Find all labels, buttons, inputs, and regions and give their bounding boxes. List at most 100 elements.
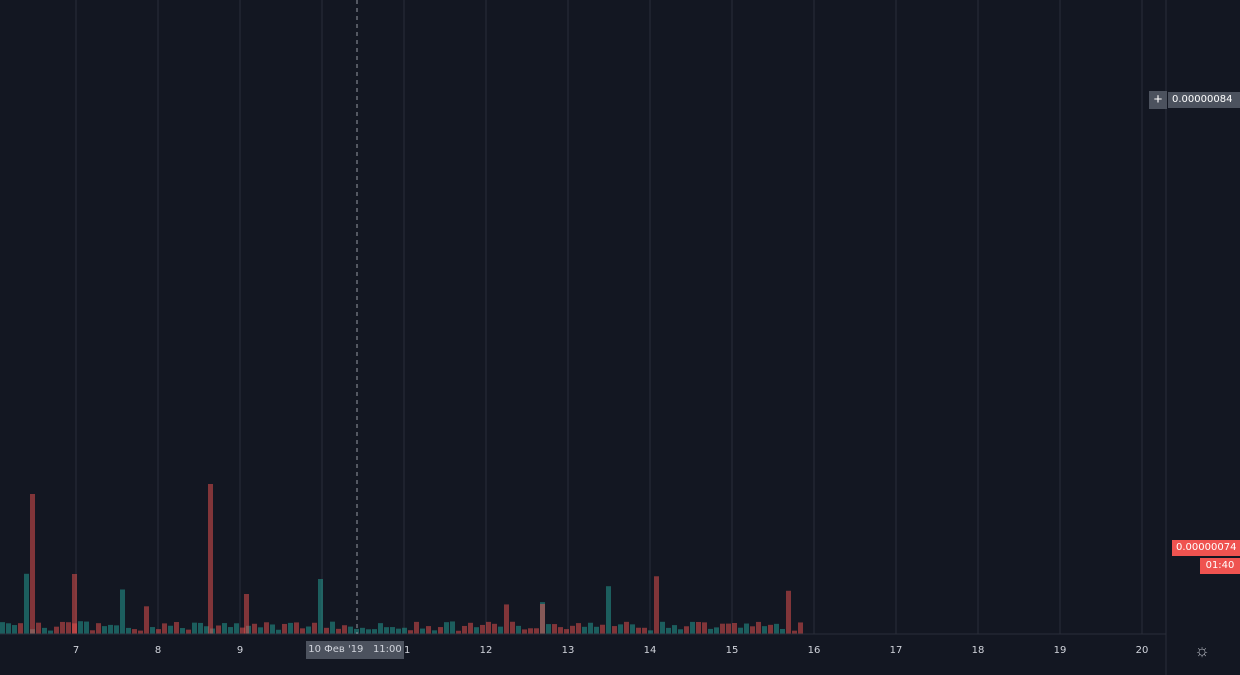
add-alert-plus-icon[interactable]: + bbox=[1149, 91, 1167, 109]
volume-bar bbox=[192, 622, 197, 634]
time-axis[interactable]: 7891011121314151617181920 bbox=[73, 645, 1149, 656]
volume-bar bbox=[546, 624, 551, 634]
time-tick-label: 18 bbox=[972, 645, 985, 656]
volume-bar bbox=[318, 579, 323, 634]
volume-bar bbox=[696, 621, 701, 634]
volume-bar bbox=[24, 573, 29, 634]
volume-bar bbox=[630, 624, 635, 634]
volume-bar bbox=[786, 590, 791, 634]
volume-bar bbox=[672, 625, 677, 634]
volume-bar bbox=[222, 623, 227, 634]
volume-bar bbox=[168, 625, 173, 634]
volume-bar bbox=[108, 624, 113, 634]
volume-bar bbox=[714, 627, 719, 634]
volume-bar bbox=[576, 623, 581, 634]
volume-bar bbox=[762, 626, 767, 634]
volume-bar bbox=[624, 621, 629, 634]
volume-bar bbox=[618, 624, 623, 634]
volume-bar bbox=[36, 622, 41, 634]
volume-bar bbox=[66, 622, 71, 634]
volume-bar bbox=[582, 626, 587, 634]
volume-bar bbox=[594, 626, 599, 634]
volume-bar bbox=[162, 623, 167, 634]
volume-bar bbox=[102, 626, 107, 634]
volume-bar bbox=[60, 621, 65, 634]
volume-bar bbox=[480, 624, 485, 634]
volume-bar bbox=[552, 624, 557, 634]
volume-bar bbox=[504, 604, 509, 634]
volume-bar-spike bbox=[540, 604, 545, 634]
volume-bars bbox=[0, 484, 803, 634]
volume-bar bbox=[666, 627, 671, 634]
volume-bar bbox=[216, 625, 221, 634]
volume-bar bbox=[204, 626, 209, 634]
volume-bar bbox=[234, 623, 239, 634]
volume-bar bbox=[522, 629, 527, 634]
volume-bar bbox=[444, 622, 449, 634]
volume-bar bbox=[498, 626, 503, 634]
volume-bar bbox=[114, 625, 119, 634]
volume-bar bbox=[366, 629, 371, 634]
volume-bar bbox=[144, 606, 149, 634]
volume-bar bbox=[684, 626, 689, 634]
volume-bar bbox=[264, 622, 269, 634]
volume-bar bbox=[732, 622, 737, 634]
volume-bar bbox=[756, 621, 761, 634]
time-tick-label: 16 bbox=[808, 645, 821, 656]
volume-bar bbox=[372, 629, 377, 634]
volume-bar bbox=[468, 622, 473, 634]
volume-bar bbox=[252, 623, 257, 634]
volume-bar bbox=[402, 627, 407, 634]
volume-bar bbox=[6, 623, 11, 634]
volume-bar bbox=[414, 621, 419, 634]
time-tick-label: 13 bbox=[562, 645, 575, 656]
volume-bar bbox=[54, 626, 59, 634]
volume-bar bbox=[390, 627, 395, 634]
grid bbox=[75, 0, 1143, 634]
volume-bar bbox=[678, 629, 683, 634]
volume-bar bbox=[312, 622, 317, 634]
volume-bar bbox=[720, 623, 725, 634]
volume-bar bbox=[690, 621, 695, 634]
time-tick-label: 17 bbox=[890, 645, 903, 656]
volume-bar bbox=[528, 628, 533, 634]
volume-bar bbox=[120, 589, 125, 634]
volume-bar bbox=[642, 627, 647, 634]
volume-bar bbox=[702, 622, 707, 634]
volume-bar bbox=[420, 628, 425, 634]
volume-bar bbox=[456, 630, 461, 634]
volume-bar bbox=[492, 623, 497, 634]
volume-bar bbox=[12, 625, 17, 634]
volume-bar bbox=[186, 629, 191, 634]
volume-bar bbox=[408, 630, 413, 634]
volume-bar bbox=[0, 622, 5, 634]
volume-bar bbox=[96, 623, 101, 634]
volume-bar bbox=[660, 621, 665, 634]
volume-bar bbox=[564, 629, 569, 634]
volume-bar bbox=[792, 630, 797, 634]
volume-bar bbox=[798, 622, 803, 634]
volume-bar bbox=[18, 623, 23, 634]
volume-bar bbox=[180, 628, 185, 634]
volume-bar bbox=[780, 628, 785, 634]
time-tick-label: 19 bbox=[1054, 645, 1067, 656]
crosshair-time-label: 10 Фев '19 11:00 bbox=[306, 641, 404, 659]
volume-bar bbox=[282, 623, 287, 634]
volume-bar-spike bbox=[72, 574, 77, 634]
time-tick-label: 14 bbox=[644, 645, 657, 656]
volume-bar bbox=[768, 624, 773, 634]
volume-bar bbox=[744, 623, 749, 634]
volume-bar bbox=[426, 626, 431, 634]
volume-bar bbox=[138, 630, 143, 634]
volume-bar bbox=[462, 625, 467, 634]
settings-gear-icon[interactable]: ☼ bbox=[1194, 641, 1210, 660]
volume-bar bbox=[198, 622, 203, 634]
volume-bar bbox=[288, 622, 293, 634]
volume-bar bbox=[708, 628, 713, 634]
volume-bar bbox=[396, 628, 401, 634]
volume-bar bbox=[156, 629, 161, 634]
time-tick-label: 7 bbox=[73, 645, 79, 656]
volume-bar bbox=[384, 627, 389, 634]
